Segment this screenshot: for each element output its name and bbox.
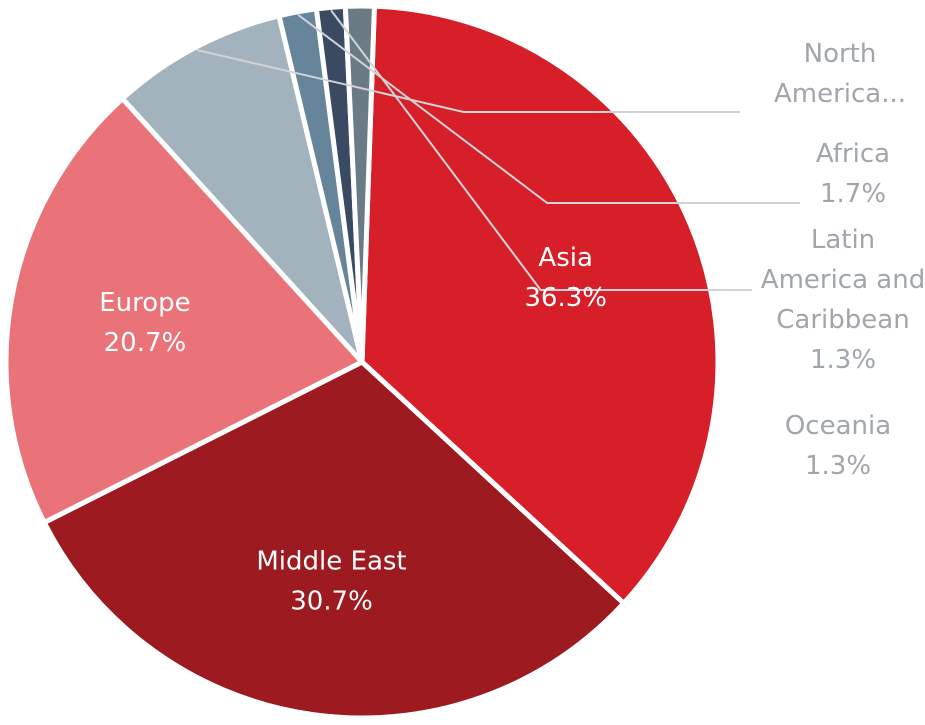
slice-labels: Asia 36.3% Middle East 30.7% Europe 20.7% Nort… — [99, 39, 925, 617]
label-africa-line-2: 1.7% — [820, 179, 886, 209]
label-asia-line-1: Asia — [538, 243, 593, 273]
pie-slice-asia — [359, 3, 721, 606]
label-latin-america-and-caribbean-leader-line — [330, 9, 752, 291]
label-latin-america-and-caribbean-line-3: Caribbean — [776, 305, 909, 335]
label-oceania-line-2: 1.3% — [805, 451, 871, 481]
pie-slice-north-america — [119, 13, 365, 365]
pie-slice-europe — [3, 96, 365, 526]
label-middle-east-line-2: 30.7% — [290, 587, 373, 617]
pie-slice-oceania — [342, 3, 377, 365]
pie-slices — [3, 3, 721, 721]
label-latin-america-and-caribbean-line-1: Latin — [811, 225, 875, 255]
label-middle-east-line-1: Middle East — [256, 547, 406, 577]
label-europe-line-1: Europe — [99, 288, 190, 318]
label-oceania-line-1: Oceania — [785, 411, 891, 441]
label-north-america-line-1: North — [804, 39, 877, 69]
label-asia-line-2: 36.3% — [524, 283, 607, 313]
label-africa-line-1: Africa — [816, 139, 890, 169]
label-europe-line-2: 20.7% — [104, 328, 187, 358]
label-north-america-line-2: America... — [774, 79, 906, 109]
leader-lines — [196, 9, 800, 291]
label-north-america-leader-line — [196, 48, 740, 113]
label-latin-america-and-caribbean-line-4: 1.3% — [810, 345, 876, 375]
label-latin-america-and-caribbean-line-2: America and — [761, 265, 925, 295]
